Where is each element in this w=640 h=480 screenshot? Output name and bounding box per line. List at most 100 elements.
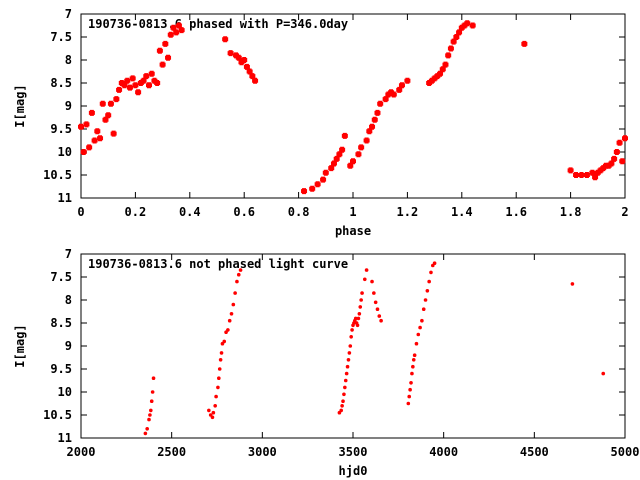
data-point: [143, 431, 148, 436]
data-point: [359, 298, 363, 302]
data-point: [437, 70, 444, 77]
data-point: [97, 135, 104, 142]
data-point: [408, 387, 412, 392]
y-tick-label: 9.5: [50, 122, 72, 136]
data-point: [88, 109, 95, 116]
data-point: [344, 371, 349, 376]
data-point: [409, 381, 413, 385]
data-point: [330, 160, 337, 167]
data-point: [99, 100, 106, 107]
data-point: [362, 277, 367, 282]
x-tick-label: 2000: [67, 445, 96, 459]
data-point: [589, 169, 596, 176]
data-point: [418, 325, 422, 330]
data-point: [150, 390, 155, 394]
y-tick-label: 8: [65, 293, 72, 307]
data-point: [355, 323, 360, 328]
y-tick-label: 8: [65, 53, 72, 67]
data-point: [371, 116, 378, 123]
data-point: [132, 82, 139, 89]
x-tick-label: 3000: [248, 445, 277, 459]
data-point: [314, 181, 321, 188]
data-point: [421, 307, 426, 312]
data-point: [341, 132, 348, 139]
data-point: [360, 291, 364, 295]
data-point: [363, 137, 370, 144]
x-axis-label: phase: [335, 224, 371, 238]
x-tick-label: 2500: [157, 445, 186, 459]
y-tick-label: 10: [58, 145, 72, 159]
data-point: [175, 22, 182, 29]
data-point: [156, 47, 163, 54]
data-point: [342, 392, 346, 397]
data-point: [243, 63, 250, 70]
data-point: [353, 316, 358, 321]
unphased-light-curve-plot: 2000 2500 3000 3500 4000 4500 5000 7 7.5 8 8.5 9 9.5…: [13, 247, 639, 478]
data-point: [456, 29, 463, 36]
data-point: [320, 176, 327, 183]
data-point: [235, 279, 239, 284]
data-point: [412, 353, 417, 358]
data-point: [622, 135, 628, 142]
x-tick-label: 0.4: [179, 205, 201, 219]
data-point: [341, 399, 345, 404]
data-point: [450, 38, 457, 45]
data-point: [167, 31, 174, 38]
data-point: [107, 100, 114, 107]
data-point: [601, 371, 606, 376]
data-point: [432, 261, 437, 266]
y-tick-label: 11: [58, 191, 72, 205]
data-point: [616, 139, 623, 146]
data-point: [222, 339, 227, 344]
y-axis-label: I[mag]: [13, 84, 27, 127]
data-point: [592, 174, 599, 181]
data-point: [377, 100, 384, 107]
data-point: [151, 376, 156, 381]
data-point: [86, 144, 93, 151]
data-point: [154, 80, 161, 86]
y-tick-label: 10.5: [43, 168, 72, 182]
x-tick-label: 0: [77, 205, 84, 219]
data-point: [358, 305, 363, 309]
data-point: [447, 45, 454, 52]
data-point: [322, 169, 329, 176]
data-point: [252, 77, 259, 84]
data-point: [147, 417, 151, 422]
data-point: [124, 77, 131, 84]
y-tick-label: 7.5: [50, 270, 72, 284]
data-point: [382, 96, 389, 103]
data-point: [425, 289, 430, 293]
data-point: [135, 89, 142, 96]
data-point: [170, 24, 177, 31]
data-point: [207, 408, 211, 413]
data-point: [211, 410, 216, 415]
data-point: [373, 300, 378, 305]
chart-title: 190736-0813.6 not phased light curve: [88, 257, 348, 271]
data-point: [427, 279, 431, 284]
x-axis-label: hjd0: [339, 464, 368, 478]
data-point: [148, 70, 155, 77]
data-point: [236, 272, 241, 277]
data-point: [226, 328, 230, 332]
data-point: [355, 151, 362, 158]
y-tick-label: 9: [65, 99, 72, 113]
data-point: [349, 335, 353, 339]
data-point: [129, 75, 136, 82]
x-tick-label: 1: [349, 205, 356, 219]
data-point: [345, 364, 350, 369]
y-tick-label: 9.5: [50, 362, 72, 376]
data-point: [406, 401, 411, 406]
data-point: [246, 68, 253, 75]
data-point: [583, 172, 590, 178]
plot-frame: [80, 13, 626, 199]
data-point: [328, 165, 335, 172]
data-point: [149, 408, 153, 413]
data-point: [149, 399, 154, 404]
data-point: [370, 279, 374, 284]
data-point: [348, 344, 353, 348]
data-point: [377, 314, 382, 318]
y-tick-label: 10.5: [43, 408, 72, 422]
x-tick-label: 3500: [339, 445, 368, 459]
data-point: [227, 318, 232, 323]
data-point: [80, 149, 87, 155]
